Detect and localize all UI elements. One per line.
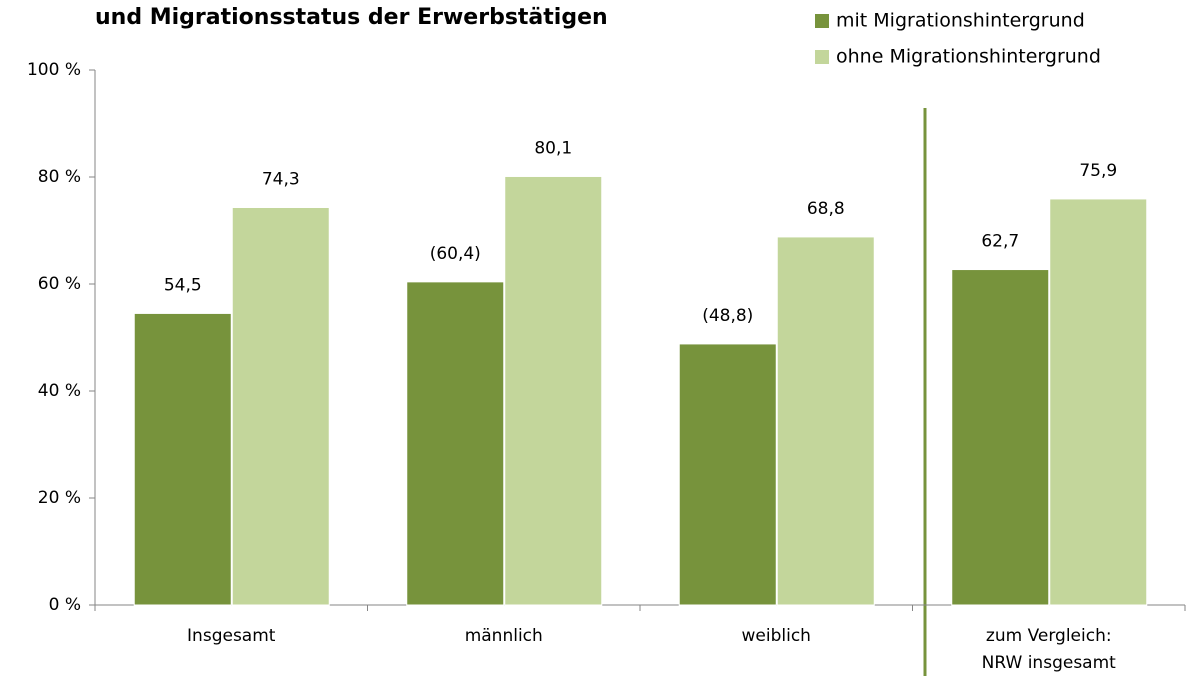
chart-title: und Migrationsstatus der Erwerbstätigen xyxy=(95,5,608,30)
bar xyxy=(504,175,603,606)
bar xyxy=(951,269,1050,606)
bar xyxy=(678,343,777,606)
value-label: 74,3 xyxy=(262,169,300,189)
y-tick-label: 0 % xyxy=(49,595,81,615)
x-tick-label: Insgesamt xyxy=(187,626,276,646)
bar xyxy=(133,312,232,606)
value-label: 75,9 xyxy=(1079,161,1117,181)
value-label: (48,8) xyxy=(702,306,753,326)
y-tick-label: 80 % xyxy=(38,167,81,187)
value-label: 80,1 xyxy=(534,138,572,158)
legend-label: ohne Migrationshintergrund xyxy=(836,46,1101,68)
value-label: (60,4) xyxy=(430,244,481,264)
x-tick-label: weiblich xyxy=(741,626,811,646)
bar xyxy=(776,236,875,606)
bar xyxy=(231,206,330,606)
legend-swatch xyxy=(815,50,829,64)
value-label: 54,5 xyxy=(164,275,202,295)
y-tick-label: 40 % xyxy=(38,381,81,401)
y-tick-label: 20 % xyxy=(38,488,81,508)
legend-swatch xyxy=(815,14,829,28)
y-tick-label: 60 % xyxy=(38,274,81,294)
value-label: 62,7 xyxy=(981,232,1019,252)
value-label: 68,8 xyxy=(807,199,845,219)
bar xyxy=(1049,198,1148,606)
legend-label: mit Migrationshintergrund xyxy=(836,10,1085,32)
y-tick-label: 100 % xyxy=(27,60,81,80)
x-tick-label: zum Vergleich: NRW insgesamt xyxy=(981,626,1116,673)
bar xyxy=(406,281,505,606)
x-tick-label: männlich xyxy=(464,626,543,646)
